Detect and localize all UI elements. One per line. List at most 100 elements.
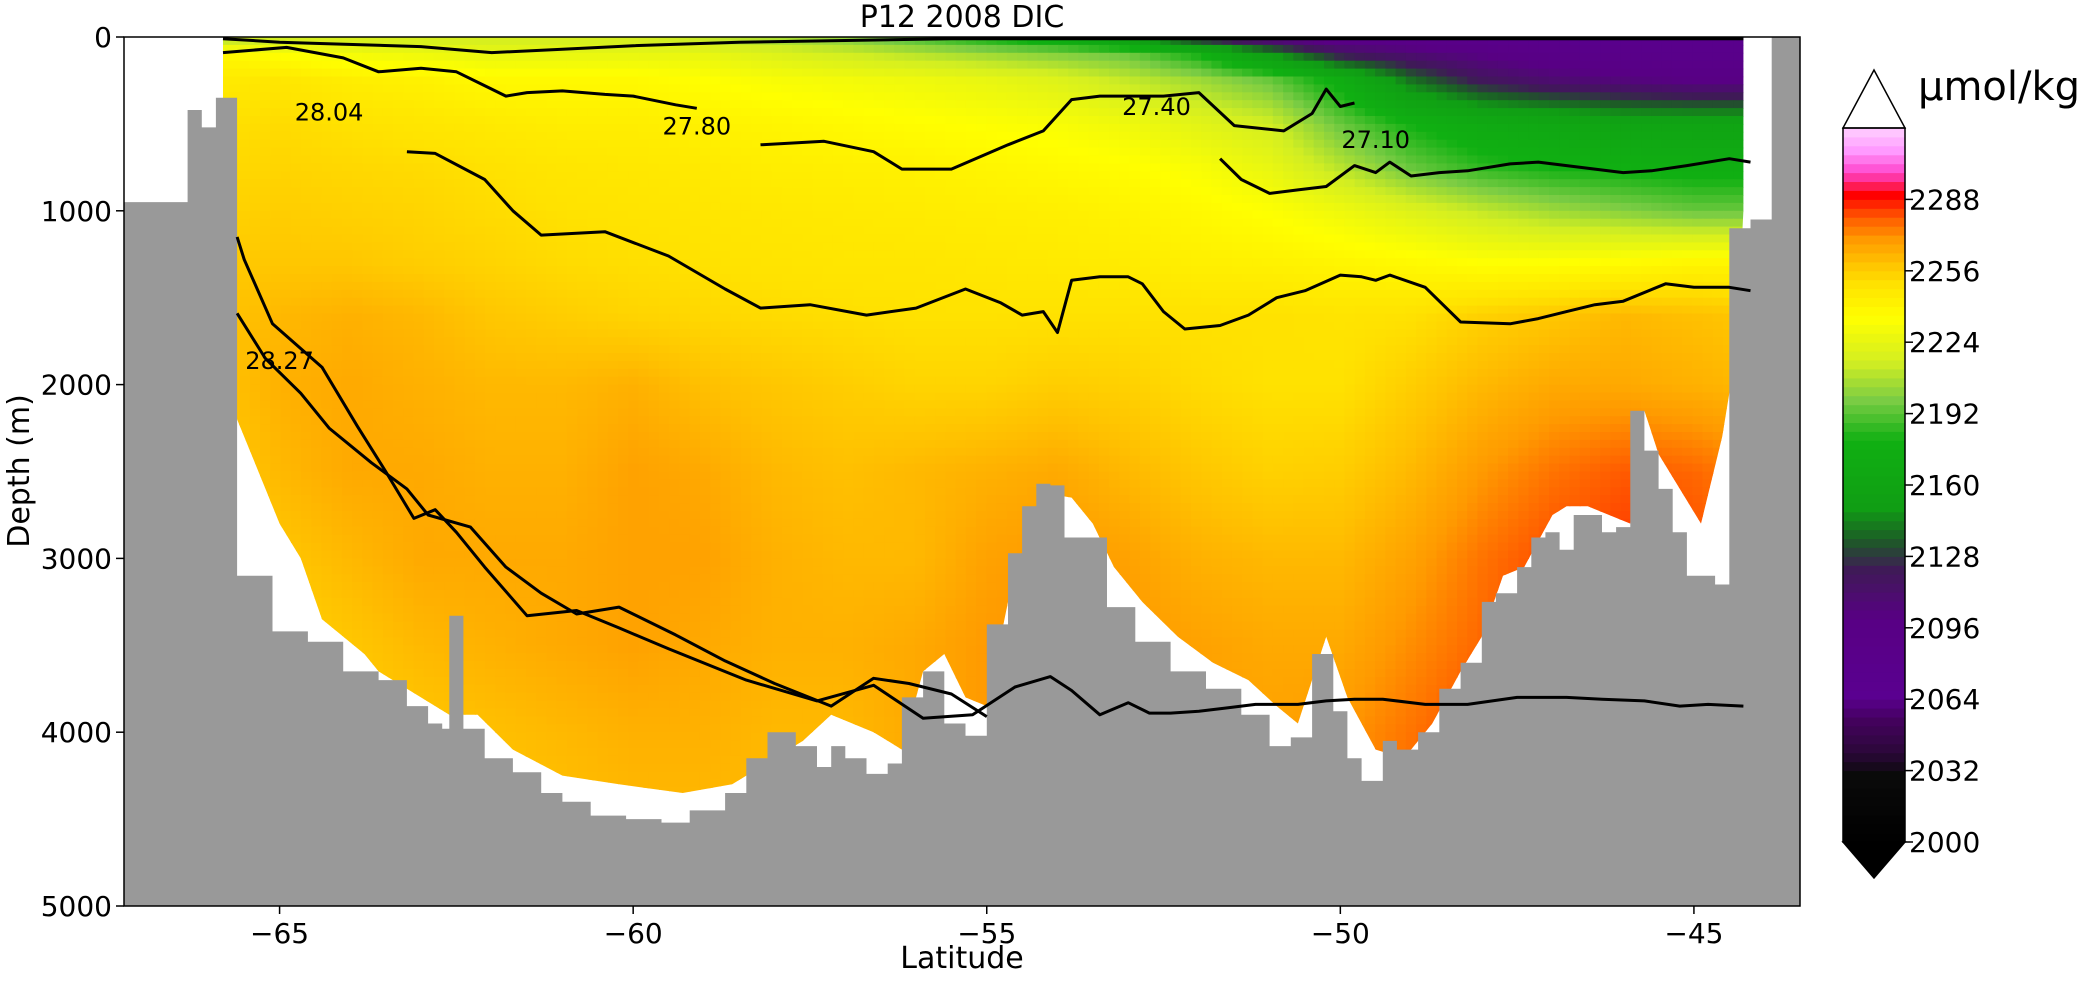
dic-cell	[1416, 274, 1428, 283]
dic-cell	[976, 92, 988, 101]
dic-cell	[1620, 84, 1632, 94]
dic-cell	[1508, 76, 1520, 86]
dic-cell	[546, 155, 558, 165]
dic-cell	[628, 202, 640, 212]
dic-cell	[1231, 44, 1243, 54]
dic-cell	[1385, 147, 1397, 157]
dic-cell	[587, 289, 599, 299]
dic-cell	[1661, 37, 1673, 46]
dic-cell	[1272, 242, 1284, 252]
dic-cell	[526, 92, 537, 101]
dic-cell	[1068, 234, 1080, 244]
dic-cell	[863, 195, 875, 204]
dic-cell	[965, 226, 977, 236]
dic-cell	[526, 242, 537, 252]
dic-cell	[393, 281, 404, 291]
dic-cell	[1150, 281, 1162, 291]
dic-cell	[1098, 68, 1110, 78]
dic-cell	[730, 250, 742, 259]
dic-cell	[1303, 171, 1315, 180]
dic-cell	[965, 68, 977, 78]
dic-cell	[566, 131, 578, 141]
dic-cell	[1231, 187, 1243, 196]
dic-cell	[587, 139, 599, 149]
dic-cell	[300, 92, 312, 101]
dic-cell	[1549, 218, 1560, 228]
dic-cell	[1191, 289, 1202, 299]
dic-cell	[1508, 210, 1520, 220]
dic-cell	[566, 258, 578, 267]
dic-cell	[1303, 210, 1315, 220]
dic-cell	[1293, 289, 1305, 299]
dic-cell	[1661, 242, 1673, 252]
dic-cell	[976, 37, 988, 46]
dic-cell	[280, 155, 292, 165]
dic-cell	[1477, 258, 1489, 267]
dic-cell	[1180, 202, 1192, 212]
dic-cell	[945, 179, 957, 188]
dic-cell	[1129, 44, 1141, 54]
dic-cell	[1364, 108, 1376, 117]
dic-cell	[505, 281, 517, 291]
dic-cell	[270, 242, 282, 252]
dic-cell	[689, 171, 701, 180]
dic-cell	[485, 297, 497, 307]
dic-cell	[515, 92, 527, 101]
dic-cell	[720, 234, 732, 244]
dic-cell	[976, 84, 988, 94]
dic-cell	[1283, 100, 1295, 109]
dic-cell	[1150, 68, 1162, 78]
dic-cell	[249, 100, 261, 109]
dic-cell	[1630, 218, 1642, 228]
dic-cell	[730, 187, 742, 196]
dic-cell	[1405, 242, 1417, 252]
dic-cell	[1037, 171, 1049, 180]
dic-cell	[761, 108, 773, 117]
dic-cell	[771, 171, 783, 180]
dic-cell	[1150, 163, 1162, 173]
dic-cell	[1334, 147, 1346, 157]
dic-cell	[1405, 76, 1417, 86]
dic-cell	[1088, 234, 1100, 244]
dic-cell	[1559, 202, 1571, 212]
dic-cell	[1712, 76, 1724, 86]
dic-cell	[393, 155, 404, 165]
dic-cell	[290, 289, 302, 299]
dic-cell	[464, 171, 476, 180]
dic-cell	[925, 171, 936, 180]
dic-cell	[1508, 37, 1520, 46]
dic-cell	[1027, 108, 1039, 117]
dic-cell	[577, 37, 589, 46]
dic-cell	[485, 171, 497, 180]
dic-cell	[1293, 131, 1305, 141]
dic-cell	[536, 131, 548, 141]
dic-cell	[1078, 289, 1090, 299]
dic-cell	[1518, 155, 1530, 165]
dic-cell	[1160, 100, 1172, 109]
dic-cell	[740, 68, 752, 78]
dic-cell	[1354, 242, 1366, 252]
dic-cell	[1088, 210, 1100, 220]
dic-cell	[1385, 131, 1397, 141]
dic-cell	[1712, 37, 1724, 46]
dic-cell	[904, 187, 916, 196]
dic-cell	[996, 60, 1008, 70]
dic-cell	[1160, 37, 1172, 46]
dic-cell	[321, 60, 333, 70]
dic-cell	[1477, 274, 1489, 283]
dic-cell	[280, 131, 292, 141]
dic-cell	[781, 234, 793, 244]
dic-cell	[464, 155, 476, 165]
dic-cell	[914, 281, 926, 291]
dic-cell	[382, 281, 394, 291]
dic-cell	[1098, 139, 1110, 149]
dic-cell	[485, 195, 497, 204]
dic-cell	[853, 139, 865, 149]
dic-cell	[597, 163, 609, 173]
dic-cell	[1395, 123, 1407, 133]
dic-cell	[1231, 123, 1243, 133]
dic-cell	[955, 210, 967, 220]
dic-cell	[618, 37, 630, 46]
dic-cell	[1231, 258, 1243, 267]
